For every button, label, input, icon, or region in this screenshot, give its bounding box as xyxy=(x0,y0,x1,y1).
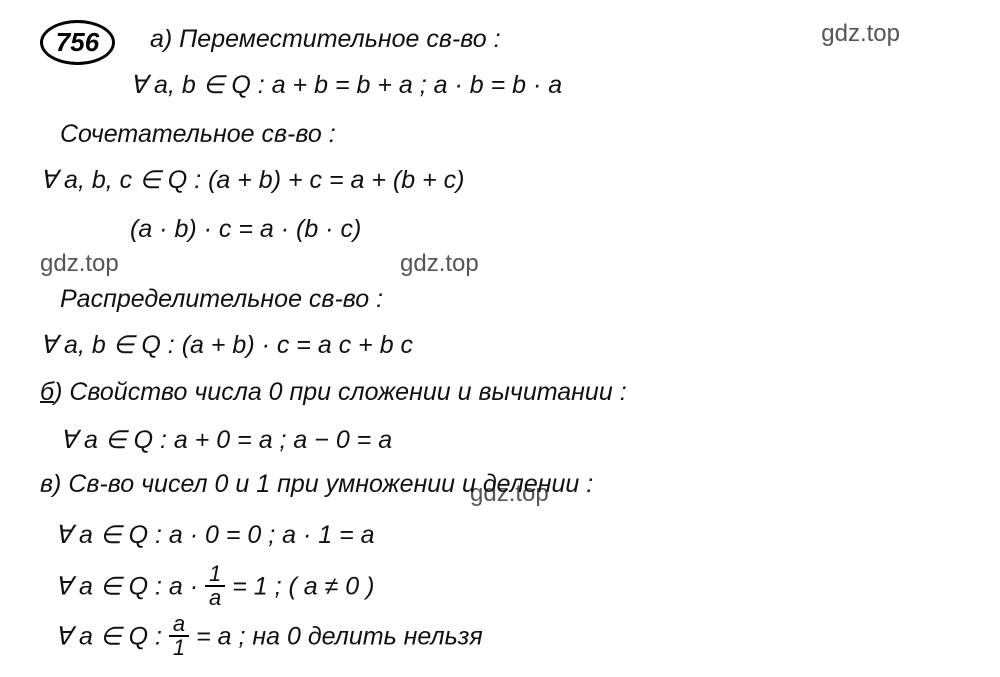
fraction-a-over-one: a1 xyxy=(169,613,189,659)
text-line-zero-one-mul-header: в) Св-во чисел 0 и 1 при умножении и дел… xyxy=(40,470,593,499)
fraction-one-over-a: 1a xyxy=(205,563,225,609)
divide-one-suffix: = a ; на 0 делить нельзя xyxy=(189,623,483,651)
text-line-commutative-formula: ∀ a, b ∈ Q : a + b = b + a ; a · b = b ·… xyxy=(130,70,562,100)
problem-number-text: 756 xyxy=(56,27,99,58)
text-line-associative-formula-mul: (a · b) · c = a · (b · c) xyxy=(130,215,361,244)
text-line-zero-one-mul-formula: ∀ a ∈ Q : a · 0 = 0 ; a · 1 = a xyxy=(55,520,375,550)
text-line-associative-formula-add: ∀ a, b, c ∈ Q : (a + b) + c = a + (b + c… xyxy=(40,165,464,195)
part-b-label: б xyxy=(40,378,54,406)
text-line-divide-by-one: ∀ a ∈ Q : a1 = a ; на 0 делить нельзя xyxy=(55,615,483,661)
part-b-text: ) Свойство числа 0 при сложении и вычита… xyxy=(54,378,627,406)
text-line-zero-add-formula: ∀ a ∈ Q : a + 0 = a ; a − 0 = a xyxy=(60,425,392,455)
fraction-denominator: 1 xyxy=(169,637,189,659)
fraction-numerator: 1 xyxy=(205,563,225,587)
watermark-top-right: gdz.top xyxy=(821,20,900,48)
divide-one-prefix: ∀ a ∈ Q : xyxy=(55,623,169,651)
reciprocal-suffix: = 1 ; ( a ≠ 0 ) xyxy=(225,573,374,601)
text-line-distributive-header: Распределительное св-во : xyxy=(60,285,383,314)
reciprocal-prefix: ∀ a ∈ Q : a · xyxy=(55,573,205,601)
watermark-mid-left: gdz.top xyxy=(40,250,119,278)
text-line-commutative-header: а) Переместительное св-во : xyxy=(150,25,501,54)
text-line-distributive-formula: ∀ a, b ∈ Q : (a + b) · c = a c + b c xyxy=(40,330,413,360)
problem-number-circle: 756 xyxy=(40,20,115,65)
text-line-zero-add-header: б) Свойство числа 0 при сложении и вычит… xyxy=(40,378,627,407)
text-line-associative-header: Сочетательное св-во : xyxy=(60,120,336,149)
text-line-reciprocal-formula: ∀ a ∈ Q : a · 1a = 1 ; ( a ≠ 0 ) xyxy=(55,565,374,611)
fraction-numerator: a xyxy=(169,613,189,637)
watermark-mid-center: gdz.top xyxy=(400,250,479,278)
fraction-denominator: a xyxy=(205,587,225,609)
